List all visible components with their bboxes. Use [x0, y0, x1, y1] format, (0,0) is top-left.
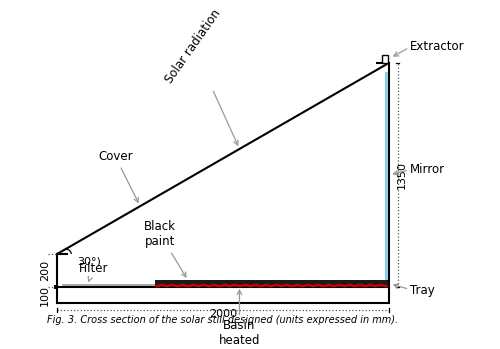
Text: Filter: Filter — [79, 262, 108, 281]
Text: 30°): 30°) — [77, 256, 101, 266]
Text: 1350: 1350 — [397, 161, 407, 189]
Text: 2000: 2000 — [209, 309, 237, 319]
Text: 200: 200 — [40, 260, 50, 281]
Text: Solar radiation: Solar radiation — [163, 7, 238, 145]
Bar — [385, 72, 388, 286]
Bar — [382, 55, 388, 63]
Text: Mirror: Mirror — [410, 163, 445, 176]
Text: Tray: Tray — [410, 284, 435, 297]
Text: Basin
heated: Basin heated — [218, 319, 260, 347]
Text: Black
paint: Black paint — [144, 220, 186, 277]
Text: Extractor: Extractor — [410, 40, 465, 53]
Text: Fig. 3. Cross section of the solar still designed (units expressed in mm).: Fig. 3. Cross section of the solar still… — [48, 315, 399, 325]
Bar — [62, 284, 155, 287]
Bar — [155, 281, 388, 287]
Text: 100: 100 — [40, 284, 50, 305]
Text: Cover: Cover — [98, 150, 138, 202]
Bar — [54, 284, 58, 289]
